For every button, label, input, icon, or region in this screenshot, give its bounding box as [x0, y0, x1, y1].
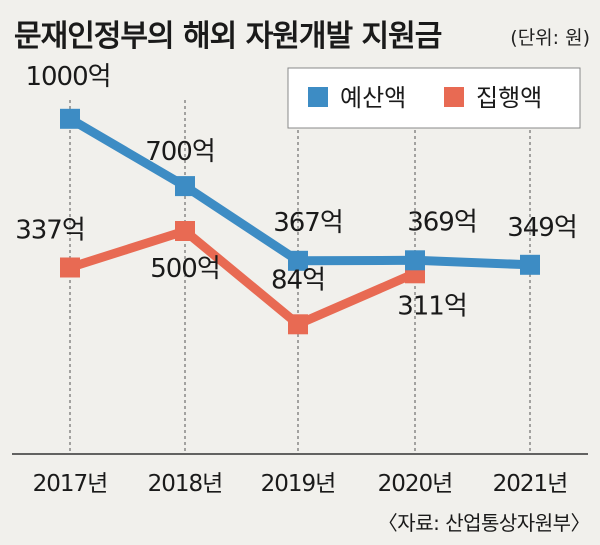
data-label-budget: 1000억: [25, 62, 110, 92]
legend-swatch-budget: [308, 87, 328, 107]
x-tick-label: 2021년: [493, 471, 568, 497]
data-label-executed: 337억: [15, 216, 85, 246]
data-label-budget: 349억: [507, 213, 577, 243]
data-point-executed: [60, 257, 80, 278]
data-label-executed: 311억: [397, 291, 467, 321]
data-point-budget: [288, 250, 308, 271]
x-tick-label: 2019년: [261, 471, 336, 497]
data-label-budget: 367억: [273, 208, 343, 238]
legend-box: [287, 67, 581, 129]
chart-unit-label: (단위: 원): [510, 27, 590, 49]
legend-label-budget: 예산액: [340, 84, 406, 112]
x-axis-ticks: 2017년 2018년 2019년 2020년 2021년: [33, 471, 569, 497]
chart-title: 문재인정부의 해외 자원개발 지원금: [14, 19, 442, 54]
data-point-budget: [520, 254, 540, 275]
x-tick-label: 2018년: [148, 471, 223, 497]
data-point-budget: [405, 250, 425, 271]
legend-label-executed: 집행액: [476, 84, 542, 112]
data-label-budget: 700억: [145, 137, 215, 167]
x-tick-label: 2020년: [378, 471, 453, 497]
data-label-budget: 369억: [407, 207, 477, 237]
x-tick-label: 2017년: [33, 471, 108, 497]
data-point-budget: [175, 176, 195, 197]
legend-swatch-executed: [444, 87, 464, 107]
series-layer: 1000억 700억 367억 369억 349억 337억 500억 84억 311억: [15, 62, 578, 335]
data-point-budget: [60, 108, 80, 129]
series-line-executed: [68, 226, 417, 329]
data-label-executed: 84억: [271, 265, 325, 295]
source-note: 〈자료: 산업통상자원부〉: [378, 511, 590, 535]
data-label-executed: 500억: [150, 254, 220, 284]
legend: 예산액 집행액: [287, 67, 581, 129]
data-point-executed: [288, 314, 308, 335]
data-point-executed: [175, 221, 195, 241]
